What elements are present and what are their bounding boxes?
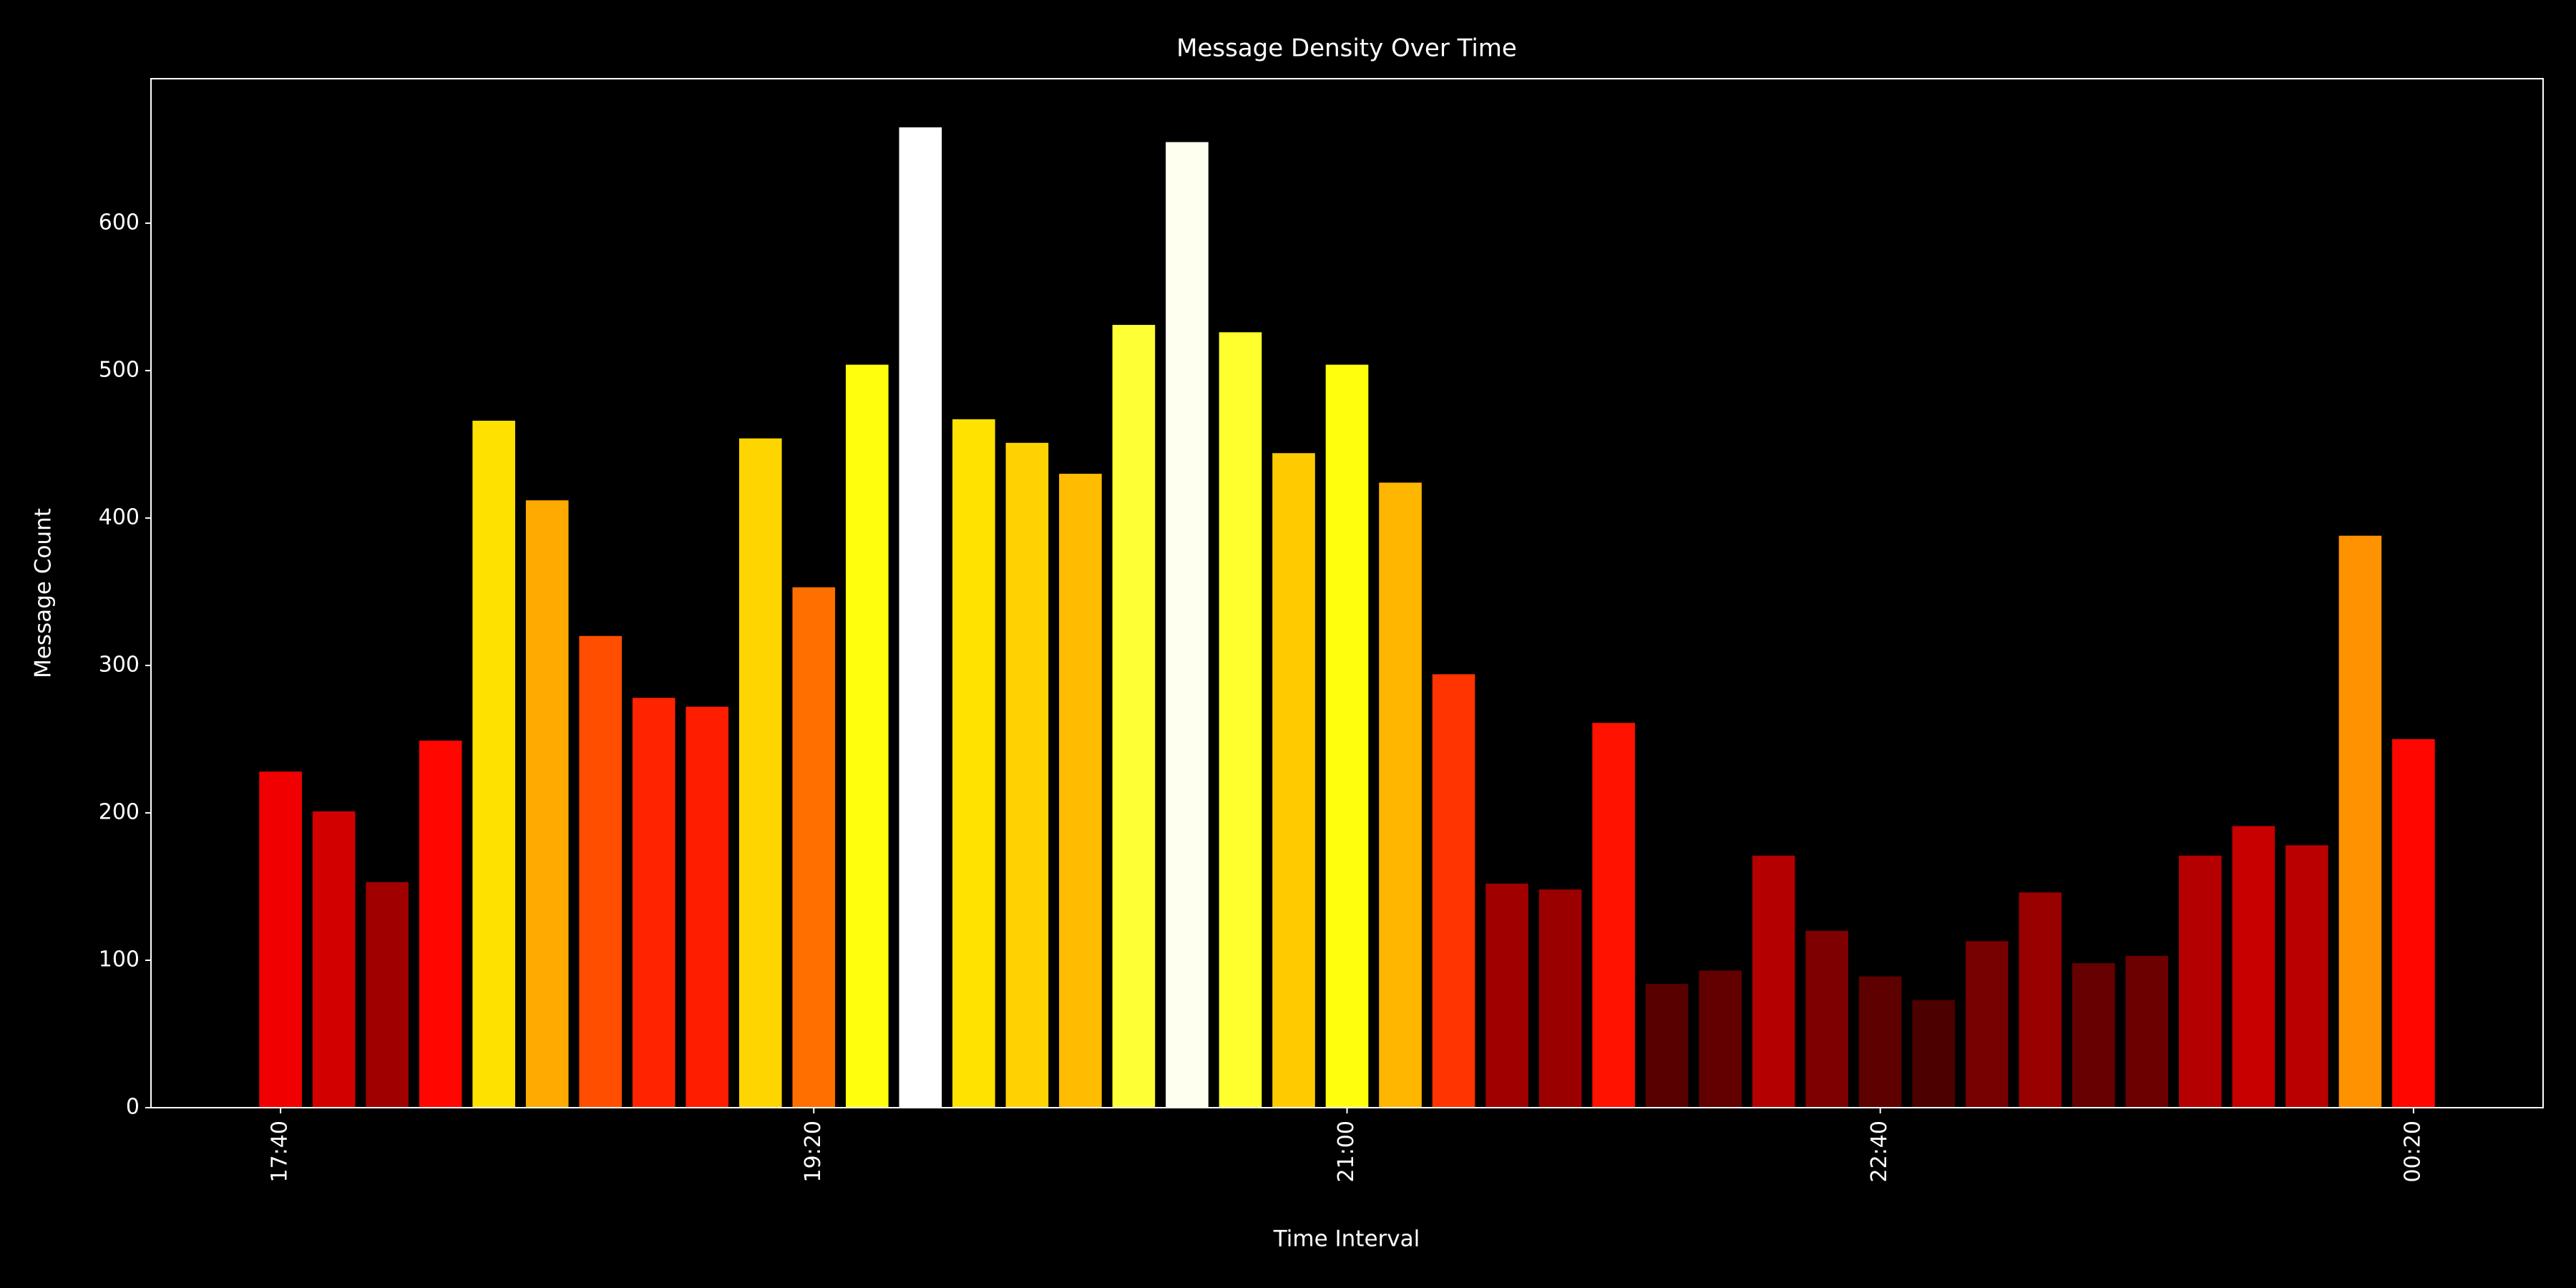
bar [1219,332,1262,1108]
bar [1805,930,1848,1108]
y-tick-label: 100 [99,947,140,972]
x-tick-label: 00:20 [2400,1121,2425,1182]
x-tick-label: 17:40 [268,1121,293,1182]
bar [1699,970,1742,1108]
y-tick-label: 400 [99,504,140,530]
bar [366,882,409,1108]
bar [2232,826,2275,1108]
bar [2125,955,2169,1108]
plot-frame [150,78,2544,1108]
bar [1432,674,1475,1108]
bar [1752,855,1795,1108]
bar [2072,963,2115,1108]
bar [952,419,995,1108]
bar [1379,482,1422,1108]
y-tick-label: 500 [99,357,140,382]
y-axis-label: Message Count [31,508,57,678]
bar [1272,453,1315,1108]
bar [686,706,729,1108]
bar [419,741,462,1108]
bar [1592,723,1635,1108]
x-tick-label: 21:00 [1334,1121,1359,1182]
x-tick-label: 22:40 [1867,1121,1892,1182]
bar [1485,883,1528,1108]
bar [738,438,782,1108]
y-tick-label: 600 [99,210,140,235]
x-axis-label: Time Interval [1273,1226,1420,1252]
bar [2392,738,2435,1108]
y-tick-label: 200 [99,799,140,824]
bar [632,698,675,1108]
bar [525,500,569,1108]
y-tick-label: 0 [126,1095,140,1120]
bar [1325,364,1369,1108]
chart-title: Message Density Over Time [1176,34,1517,63]
bar [1645,983,1689,1108]
bar [792,587,836,1108]
bar [259,771,302,1108]
bar [579,635,623,1108]
bar [2019,892,2062,1108]
bar [1965,941,2009,1108]
bar [472,420,515,1108]
bar [2179,855,2222,1108]
bar [846,364,889,1108]
bar [1059,474,1102,1108]
y-tick-label: 300 [99,652,140,677]
x-tick-label: 19:20 [801,1121,826,1182]
bar [1112,325,1156,1108]
bar [2338,535,2382,1108]
bar [1912,1000,1956,1108]
bar [312,811,356,1108]
bar [899,127,942,1108]
bar [1858,976,1902,1108]
bar [1005,442,1049,1108]
bar [2285,845,2328,1108]
bar [1538,889,1582,1108]
bar [1166,142,1209,1108]
